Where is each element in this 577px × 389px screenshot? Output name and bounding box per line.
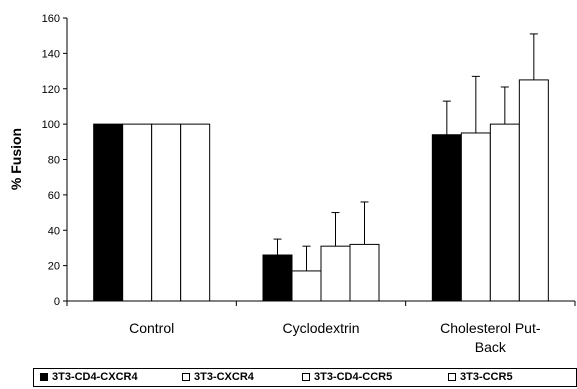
y-tick-label: 60	[48, 190, 60, 202]
bar	[180, 123, 211, 302]
legend-swatch	[182, 373, 190, 381]
x-tick-label: Back	[475, 339, 507, 355]
bar	[489, 123, 520, 302]
bar	[320, 245, 351, 302]
plot-area: 0 20 40 60 80 100 120 140 160 Control Cyclodextrin…	[42, 13, 576, 355]
x-tick-label: Cholesterol Put-	[440, 320, 541, 336]
y-tick-label: 160	[42, 13, 60, 25]
y-tick-label: 120	[42, 84, 60, 96]
bar	[93, 123, 124, 302]
bar	[349, 243, 380, 302]
legend-item: 3T3-CD4-CCR5	[302, 371, 392, 383]
legend: 3T3-CD4-CXCR4 3T3-CXCR4 3T3-CD4-CCR5 3T3…	[33, 368, 577, 387]
legend-label: 3T3-CCR5	[460, 371, 513, 383]
legend-item: 3T3-CCR5	[448, 371, 513, 383]
legend-item: 3T3-CXCR4	[182, 371, 254, 383]
y-tick-label: 140	[42, 48, 60, 60]
y-tick-label: 100	[42, 119, 60, 131]
legend-swatch	[448, 373, 456, 381]
legend-swatch	[302, 373, 310, 381]
bar	[431, 134, 462, 302]
bar	[122, 123, 153, 302]
bar	[291, 270, 322, 302]
y-tick-label: 20	[48, 261, 60, 273]
bar	[518, 79, 549, 302]
legend-swatch	[40, 373, 48, 381]
legend-label: 3T3-CXCR4	[194, 371, 254, 383]
legend-label: 3T3-CD4-CXCR4	[52, 371, 138, 383]
y-tick-label: 0	[54, 296, 60, 308]
y-tick-label: 40	[48, 225, 60, 237]
y-tick-label: 80	[48, 155, 60, 167]
x-tick-label: Cyclodextrin	[282, 320, 359, 336]
bar	[262, 254, 293, 302]
bar	[460, 132, 491, 302]
bar-chart: 0 20 40 60 80 100 120 140 160 Control Cyclodextrin…	[8, 13, 576, 355]
x-tick-label: Control	[129, 320, 174, 336]
bar	[151, 123, 182, 302]
legend-item: 3T3-CD4-CXCR4	[40, 371, 138, 383]
y-axis-label: % Fusion	[8, 128, 24, 190]
legend-label: 3T3-CD4-CCR5	[314, 371, 393, 383]
